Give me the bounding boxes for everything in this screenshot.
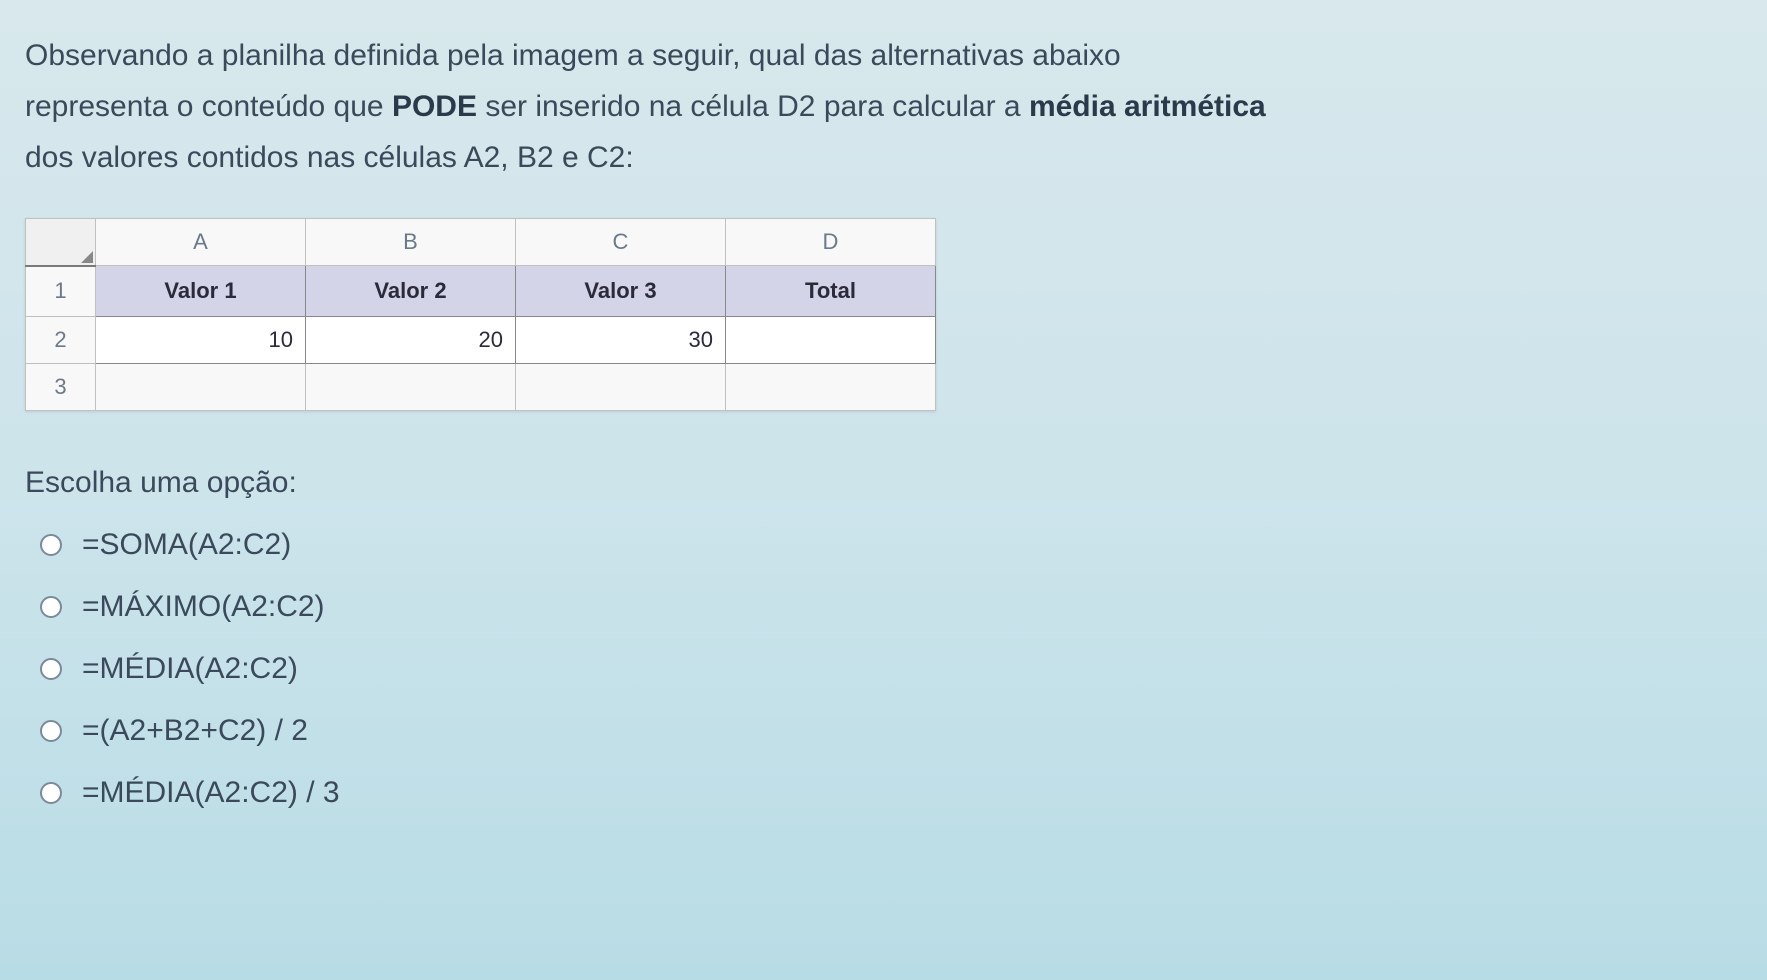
option-row-3[interactable]: =MÉDIA(A2:C2) xyxy=(25,652,1742,686)
radio-icon[interactable] xyxy=(40,596,62,618)
col-header-a: A xyxy=(96,219,306,266)
cell-c2: 30 xyxy=(516,317,726,364)
row-header-2: 2 xyxy=(26,317,96,364)
option-text-5: =MÉDIA(A2:C2) / 3 xyxy=(82,776,340,810)
option-row-4[interactable]: =(A2+B2+C2) / 2 xyxy=(25,714,1742,748)
spreadsheet: A B C D 1 Valor 1 Valor 2 Valor 3 Total … xyxy=(25,218,936,411)
radio-icon[interactable] xyxy=(40,658,62,680)
option-row-1[interactable]: =SOMA(A2:C2) xyxy=(25,528,1742,562)
cell-a2: 10 xyxy=(96,317,306,364)
cell-b2: 20 xyxy=(306,317,516,364)
col-header-d: D xyxy=(726,219,936,266)
col-header-b: B xyxy=(306,219,516,266)
question-line1: Observando a planilha definida pela imag… xyxy=(25,39,1121,72)
cell-a3 xyxy=(96,364,306,411)
question-line2-p1: representa o conteúdo que xyxy=(25,90,392,123)
radio-icon[interactable] xyxy=(40,534,62,556)
cell-d3 xyxy=(726,364,936,411)
row-header-3: 3 xyxy=(26,364,96,411)
header-total: Total xyxy=(726,266,936,317)
radio-icon[interactable] xyxy=(40,720,62,742)
header-valor2: Valor 2 xyxy=(306,266,516,317)
radio-icon[interactable] xyxy=(40,782,62,804)
col-header-c: C xyxy=(516,219,726,266)
option-text-3: =MÉDIA(A2:C2) xyxy=(82,652,298,686)
option-row-2[interactable]: =MÁXIMO(A2:C2) xyxy=(25,590,1742,624)
question-line2-p2: ser inserido na célula D2 para calcular … xyxy=(477,90,1029,123)
header-valor1: Valor 1 xyxy=(96,266,306,317)
corner-cell xyxy=(26,219,96,266)
cell-d2 xyxy=(726,317,936,364)
row-header-1: 1 xyxy=(26,266,96,317)
header-valor3: Valor 3 xyxy=(516,266,726,317)
question-bold2: média aritmética xyxy=(1029,90,1266,123)
option-row-5[interactable]: =MÉDIA(A2:C2) / 3 xyxy=(25,776,1742,810)
options-label: Escolha uma opção: xyxy=(25,466,1742,500)
question-bold1: PODE xyxy=(392,90,477,123)
option-text-1: =SOMA(A2:C2) xyxy=(82,528,291,562)
question-line3: dos valores contidos nas células A2, B2 … xyxy=(25,141,634,174)
option-text-4: =(A2+B2+C2) / 2 xyxy=(82,714,308,748)
question-text: Observando a planilha definida pela imag… xyxy=(25,30,1742,183)
cell-b3 xyxy=(306,364,516,411)
cell-c3 xyxy=(516,364,726,411)
option-text-2: =MÁXIMO(A2:C2) xyxy=(82,590,325,624)
